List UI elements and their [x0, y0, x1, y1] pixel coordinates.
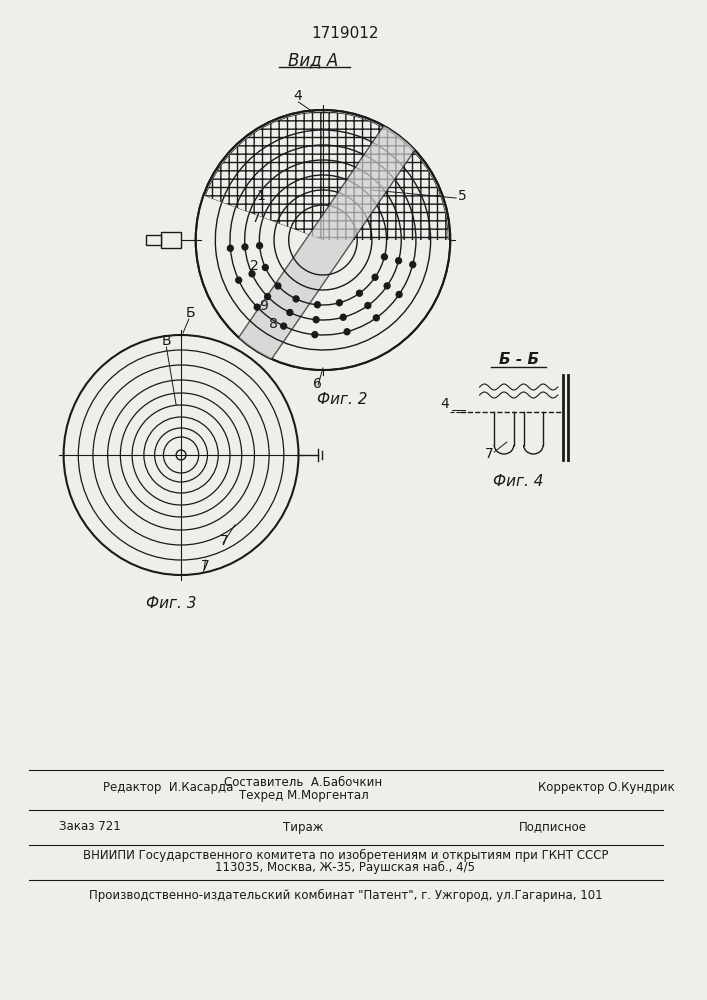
Circle shape [313, 317, 319, 323]
Text: 9: 9 [259, 299, 268, 313]
Text: 4: 4 [440, 397, 449, 411]
Text: 6: 6 [313, 377, 322, 391]
Text: Корректор О.Кундрик: Корректор О.Кундрик [538, 780, 675, 794]
Circle shape [382, 254, 387, 260]
Circle shape [264, 294, 271, 300]
Circle shape [293, 296, 299, 302]
Text: 4: 4 [293, 89, 303, 103]
Circle shape [356, 290, 363, 296]
Text: Редактор  И.Касарда: Редактор И.Касарда [103, 780, 233, 794]
Circle shape [255, 304, 260, 310]
Circle shape [242, 244, 248, 250]
Circle shape [281, 323, 286, 329]
Text: 8: 8 [269, 317, 278, 331]
Text: 7: 7 [484, 447, 493, 461]
Circle shape [257, 243, 262, 249]
Text: 7: 7 [252, 211, 260, 225]
Text: Составитель  А.Бабочкин: Составитель А.Бабочкин [224, 776, 382, 788]
Text: Фиг. 3: Фиг. 3 [146, 595, 197, 610]
Text: Заказ 721: Заказ 721 [59, 820, 120, 834]
Wedge shape [197, 196, 449, 369]
Text: Фиг. 4: Фиг. 4 [493, 475, 544, 489]
Text: Производственно-издательский комбинат "Патент", г. Ужгород, ул.Гагарина, 101: Производственно-издательский комбинат "П… [88, 888, 602, 902]
Circle shape [410, 262, 416, 268]
Polygon shape [235, 105, 430, 365]
Text: 113035, Москва, Ж-35, Раушская наб., 4/5: 113035, Москва, Ж-35, Раушская наб., 4/5 [216, 860, 476, 874]
Text: 7: 7 [201, 559, 209, 573]
Text: Техред М.Моргентал: Техред М.Моргентал [238, 788, 368, 802]
Text: Фиг. 2: Фиг. 2 [317, 392, 368, 408]
Text: 7: 7 [220, 534, 229, 548]
Circle shape [287, 310, 293, 316]
Circle shape [315, 302, 320, 308]
Circle shape [373, 315, 379, 321]
Circle shape [275, 283, 281, 289]
Text: Б: Б [186, 306, 196, 320]
Circle shape [249, 271, 255, 277]
Text: 5: 5 [458, 189, 467, 203]
Circle shape [396, 258, 402, 264]
Text: Подписное: Подписное [519, 820, 587, 834]
Text: В: В [161, 334, 171, 348]
FancyBboxPatch shape [161, 232, 181, 248]
Text: Б - Б: Б - Б [498, 353, 539, 367]
Text: Тираж: Тираж [284, 820, 324, 834]
Text: 1719012: 1719012 [312, 25, 379, 40]
Circle shape [396, 291, 402, 297]
Circle shape [312, 332, 317, 338]
Circle shape [372, 274, 378, 280]
Circle shape [344, 329, 350, 335]
Text: 2: 2 [250, 259, 258, 273]
FancyBboxPatch shape [146, 235, 161, 245]
Text: ВНИИПИ Государственного комитета по изобретениям и открытиям при ГКНТ СССР: ВНИИПИ Государственного комитета по изоб… [83, 848, 608, 862]
Circle shape [235, 277, 242, 283]
Circle shape [340, 314, 346, 320]
Circle shape [384, 283, 390, 289]
Circle shape [365, 303, 370, 309]
Circle shape [228, 245, 233, 251]
Text: 1: 1 [257, 189, 265, 203]
Circle shape [262, 264, 268, 270]
Circle shape [337, 300, 342, 306]
Text: Вид А: Вид А [288, 51, 339, 69]
